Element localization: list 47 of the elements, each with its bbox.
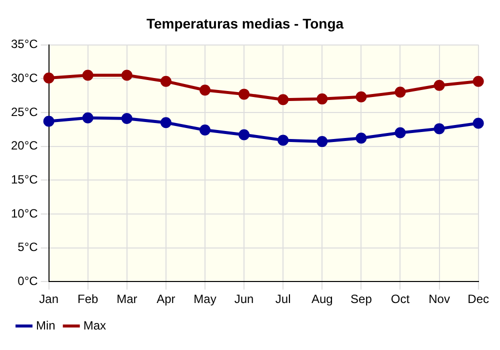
x-tick-label: Apr xyxy=(156,292,176,306)
point xyxy=(238,129,250,140)
y-tick-label: 15°C xyxy=(11,172,38,186)
point xyxy=(278,94,289,106)
point xyxy=(160,117,172,128)
point xyxy=(43,72,54,84)
x-tick-label: May xyxy=(194,292,216,306)
point xyxy=(200,84,210,96)
legend-label: Max xyxy=(83,318,106,332)
y-tick-label: 25°C xyxy=(11,104,38,119)
point xyxy=(356,132,367,144)
point xyxy=(472,118,484,129)
point xyxy=(394,86,406,98)
point xyxy=(278,134,289,146)
x-tick-label: Nov xyxy=(428,292,450,306)
x-tick-label: Feb xyxy=(78,292,99,306)
x-tick-label: Mar xyxy=(116,292,138,306)
x-tick-label: Sep xyxy=(350,292,372,306)
x-tick-label: Oct xyxy=(390,292,410,306)
y-tick-label: 20°C xyxy=(11,138,38,153)
x-tick-label: Jun xyxy=(234,292,254,306)
y-tick-label: 5°C xyxy=(18,240,38,254)
point xyxy=(121,70,132,81)
point xyxy=(121,113,132,124)
legend-label: Min xyxy=(36,318,56,332)
point xyxy=(160,76,172,87)
point xyxy=(316,93,328,104)
y-tick-label: 10°C xyxy=(11,206,38,220)
point xyxy=(356,91,367,102)
point xyxy=(434,123,445,134)
y-tick-label: 0°C xyxy=(18,274,38,288)
point xyxy=(238,88,250,100)
x-tick-label: Jul xyxy=(275,292,291,306)
x-tick-label: Jan xyxy=(39,292,58,306)
point xyxy=(472,76,484,87)
point xyxy=(82,112,94,124)
point xyxy=(316,136,328,148)
x-tick-label: Dec xyxy=(468,292,489,306)
point xyxy=(43,116,54,127)
chart-title: Temperaturas medias - Tonga xyxy=(146,15,344,32)
point xyxy=(82,70,94,81)
point xyxy=(434,80,445,91)
point xyxy=(200,124,210,136)
point xyxy=(394,127,406,138)
y-tick-label: 30°C xyxy=(11,70,38,85)
x-tick-label: Aug xyxy=(311,292,333,306)
y-tick-label: 35°C xyxy=(11,37,38,52)
